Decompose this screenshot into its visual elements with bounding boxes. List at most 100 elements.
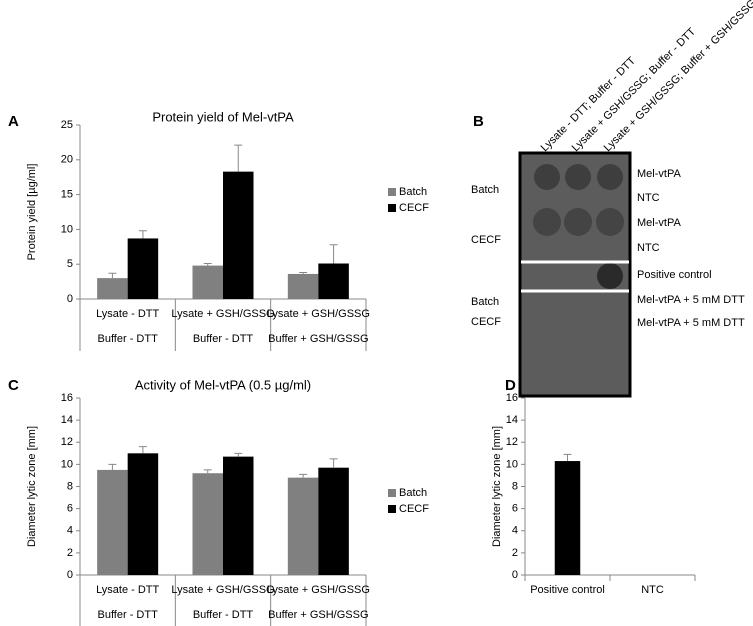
y-tick-label: 16 [506,392,518,404]
y-tick-label: 6 [512,503,518,515]
x-tick-label: Lysate + GSH/GSSG [171,308,274,320]
y-tick-label: 10 [506,458,518,470]
legend-swatch [388,204,396,212]
error-bar [329,244,338,264]
legend-swatch [388,188,396,196]
error-bar [299,272,308,274]
column-label: Lysate + GSH/GSSG; Buffer - DTT [570,26,699,155]
spot [564,208,592,236]
y-tick-label: 4 [512,525,518,537]
row-label: CECF [471,316,501,328]
legend-label: Batch [399,186,427,198]
y-tick-label: 15 [61,189,73,201]
y-tick-label: 0 [512,569,518,581]
bar [554,461,581,575]
error-bar [234,144,243,172]
bar [318,263,349,299]
bar [192,473,223,575]
y-tick-label: 2 [67,547,73,559]
y-tick-label: 20 [61,154,73,166]
panel-label: B [473,113,484,130]
x-tick-label: Lysate - DTT [96,308,159,320]
y-tick-label: 12 [61,436,73,448]
x-tick-label: Buffer - DTT [193,609,254,621]
error-bar [138,230,147,239]
y-tick-label: 10 [61,223,73,235]
bar [97,278,128,299]
x-tick-label: Buffer - DTT [193,333,254,345]
error-bar [203,263,212,266]
row-label: Batch [471,184,499,196]
y-tick-label: 14 [506,414,518,426]
x-tick-label: Buffer + GSH/GSSG [268,609,368,621]
row-label: CECF [471,234,501,246]
y-tick-label: 25 [61,119,73,131]
spot [596,208,624,236]
row-label: Mel-vtPA + 5 mM DTT [637,317,745,329]
row-label: Batch [471,296,499,308]
y-tick-label: 14 [61,414,73,426]
x-tick-label: Lysate + GSH/GSSG [171,584,274,596]
column-label: Lysate + GSH/GSSG; Buffer + GSH/GSSG [602,0,753,154]
error-bar [563,453,572,462]
y-tick-label: 8 [67,480,73,492]
bar [223,171,254,299]
y-tick-label: 0 [67,293,73,305]
y-tick-label: 0 [67,569,73,581]
error-bar [203,469,212,474]
legend-label: CECF [399,503,429,515]
panel-label: D [505,377,516,394]
bar [192,265,223,299]
x-tick-label: Lysate + GSH/GSSG [267,308,370,320]
spot [534,164,560,190]
spot [565,164,591,190]
error-bar [108,272,117,279]
row-label: Positive control [637,269,712,281]
bar [97,469,128,575]
y-tick-label: 2 [512,547,518,559]
y-tick-label: 5 [67,258,73,270]
error-bar [329,458,338,468]
y-axis-label: Protein yield [µg/ml] [26,164,38,261]
bar [287,273,319,299]
x-tick-label: Buffer - DTT [98,609,159,621]
y-tick-label: 4 [67,525,73,537]
x-tick-label: Lysate + GSH/GSSG [267,584,370,596]
error-bar [299,473,308,478]
spot [533,208,561,236]
bar [127,238,159,299]
bar [287,477,319,575]
y-tick-label: 12 [506,436,518,448]
error-bar [138,446,147,454]
x-tick-label: Buffer - DTT [98,333,159,345]
row-label: Mel-vtPA [637,168,681,180]
y-tick-label: 6 [67,503,73,515]
row-label: Mel-vtPA + 5 mM DTT [637,294,745,306]
panel-label: C [8,377,19,394]
error-bar [234,452,243,457]
chart-title: Activity of Mel-vtPA (0.5 µg/ml) [135,377,311,392]
error-bar [108,463,117,470]
x-tick-label: Lysate - DTT [96,584,159,596]
row-label: NTC [637,242,660,254]
y-tick-label: 8 [512,480,518,492]
legend-label: Batch [399,487,427,499]
x-tick-label: NTC [641,584,664,596]
row-label: Mel-vtPA [637,217,681,229]
legend-swatch [388,505,396,513]
chart-title: Protein yield of Mel-vtPA [152,109,294,124]
bar [318,467,349,575]
plate-image [518,151,632,398]
spot [597,164,623,190]
panel-label: A [8,113,19,130]
spot [597,263,623,289]
y-tick-label: 10 [61,458,73,470]
x-tick-label: Positive control [530,584,605,596]
bar [223,456,254,575]
x-tick-label: Buffer + GSH/GSSG [268,333,368,345]
y-axis-label: Diameter lytic zone [mm] [26,426,38,547]
bar [127,453,159,575]
legend-swatch [388,489,396,497]
row-label: NTC [637,192,660,204]
